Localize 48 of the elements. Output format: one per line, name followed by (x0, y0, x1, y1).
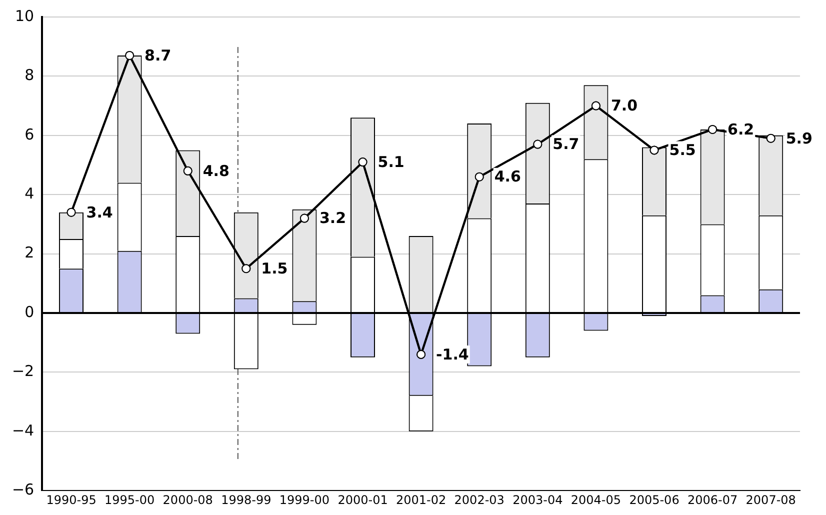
data-label: 7.0 (610, 96, 638, 115)
point (242, 264, 251, 274)
x-tick-label: 1999-00 (279, 492, 330, 507)
point (766, 134, 776, 143)
x-tick-label: 2004-05 (570, 492, 622, 507)
x-tick-label: 2007-08 (746, 492, 796, 507)
data-label: 6.2 (728, 120, 754, 138)
y-tick-label: 10 (15, 6, 34, 25)
data-label: 8.7 (144, 46, 172, 64)
x-tick-label: 1998-99 (221, 492, 272, 507)
x-tick-label: 2006-07 (687, 492, 738, 507)
y-tick-label: 2 (24, 244, 34, 262)
x-tick-label: 2001-02 (396, 492, 446, 507)
y-tick-label: 4 (24, 184, 34, 202)
y-tick-label: −4 (12, 421, 34, 440)
point (533, 140, 542, 149)
data-label: 5.5 (669, 141, 696, 160)
point (708, 124, 718, 134)
data-label: -1.4 (436, 345, 469, 364)
point (474, 172, 484, 182)
x-tick-label: 2005-06 (629, 492, 680, 507)
data-label: 5.7 (552, 135, 580, 154)
y-tick-label: −6 (12, 480, 34, 498)
point (650, 146, 659, 155)
x-tick-label: 2003-04 (512, 492, 563, 507)
data-label: 4.6 (494, 168, 521, 186)
point (183, 166, 192, 176)
point (591, 101, 600, 110)
x-tick-label: 2000-01 (338, 492, 388, 507)
point (358, 158, 368, 167)
y-tick-label: −2 (12, 362, 34, 380)
x-tick-label: 2000-08 (162, 492, 213, 507)
x-tick-label: 2002-03 (454, 492, 504, 507)
data-label: 5.1 (378, 152, 404, 171)
point (416, 350, 426, 359)
point (66, 208, 76, 217)
data-label: 3.2 (319, 209, 346, 228)
data-label: 3.4 (86, 203, 113, 222)
x-tick-label: 1995-00 (104, 492, 155, 507)
y-tick-label: 8 (24, 66, 34, 84)
point (300, 214, 309, 223)
data-label: 1.5 (261, 259, 288, 278)
data-label: 4.8 (202, 162, 230, 180)
y-tick-label: 6 (24, 125, 34, 144)
point (125, 50, 134, 60)
data-label: 5.9 (786, 129, 812, 148)
x-tick-label: 1990-95 (46, 492, 96, 507)
y-tick-label: 0 (24, 302, 34, 321)
